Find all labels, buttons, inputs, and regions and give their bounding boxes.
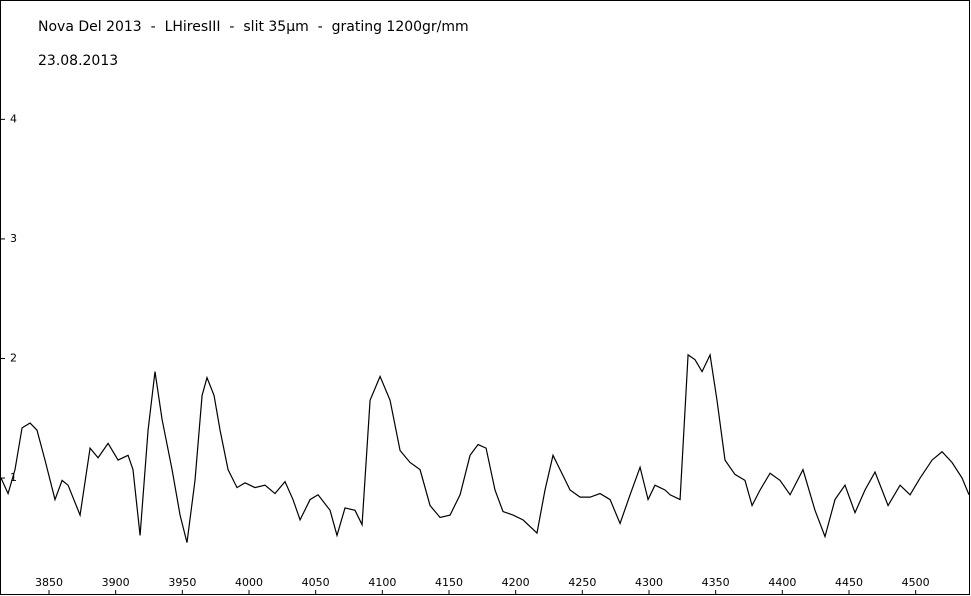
y-tick-label: 1 — [10, 471, 17, 484]
x-tick-label: 4100 — [368, 576, 396, 589]
y-tick-label: 2 — [10, 351, 17, 364]
y-tick-label: 4 — [10, 112, 17, 125]
x-tick-label: 4400 — [768, 576, 796, 589]
x-tick-label: 4250 — [568, 576, 596, 589]
x-tick-label: 3950 — [168, 576, 196, 589]
y-tick-label: 3 — [10, 232, 17, 245]
x-tick-label: 4300 — [635, 576, 663, 589]
spectrum-line — [0, 352, 970, 543]
x-tick-label: 4450 — [835, 576, 863, 589]
chart-subtitle: 23.08.2013 — [38, 53, 118, 69]
chart-title: Nova Del 2013 - LHiresIII - slit 35µm - … — [38, 19, 469, 35]
x-tick-label: 4050 — [302, 576, 330, 589]
x-tick-label: 4200 — [502, 576, 530, 589]
x-tick-label: 4000 — [235, 576, 263, 589]
x-tick-label: 4350 — [702, 576, 730, 589]
x-tick-label: 3900 — [102, 576, 130, 589]
x-tick-label: 4500 — [902, 576, 930, 589]
x-tick-label: 4150 — [435, 576, 463, 589]
x-tick-label: 3850 — [35, 576, 63, 589]
